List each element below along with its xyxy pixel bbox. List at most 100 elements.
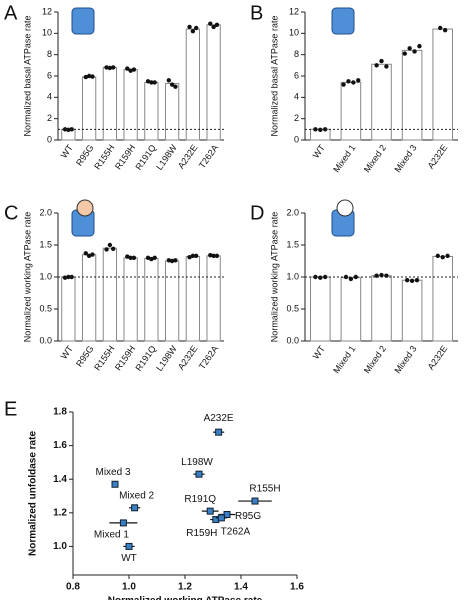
x-tick-label: A232E	[176, 344, 200, 372]
bar	[185, 256, 201, 342]
y-tick-label: 1.6	[53, 440, 67, 451]
bar	[401, 49, 423, 141]
x-tick-label: 1.4	[234, 582, 248, 593]
replicate-dot	[110, 65, 116, 70]
replicate-dot	[90, 252, 95, 257]
bar	[164, 260, 180, 342]
y-tick-label: 1.8	[53, 407, 67, 418]
y-tick-label: 1.4	[53, 474, 67, 485]
y-tick-label: 1.0	[53, 541, 67, 552]
x-tick-label: Mixed 1	[331, 143, 357, 175]
point-label: L198W	[181, 457, 213, 468]
bar	[61, 276, 76, 342]
replicate-dot	[83, 74, 89, 80]
bar	[164, 82, 180, 141]
point	[251, 497, 259, 505]
replicate-dot	[125, 254, 130, 259]
bar	[401, 279, 423, 342]
replicate-dot	[445, 253, 450, 259]
bar	[144, 81, 159, 141]
replicate-dot	[313, 274, 318, 280]
replicate-dot	[187, 254, 192, 260]
x-tick-label: A232E	[426, 143, 450, 171]
replicate-dot	[190, 253, 196, 259]
replicate-dot	[351, 80, 356, 85]
replicate-dot	[190, 29, 196, 34]
point-label: A232E	[204, 413, 234, 424]
y-axis-label: Normalized unfoldase rate	[28, 431, 39, 556]
y-tick-label: 8	[294, 49, 299, 59]
y-tick-label: 6	[294, 70, 299, 80]
x-tick-label: 1.2	[178, 582, 192, 593]
replicate-dot	[90, 74, 95, 79]
replicate-dot	[438, 25, 443, 31]
replicate-dot	[110, 246, 116, 252]
replicate-dot	[131, 255, 137, 260]
point-label: T262A	[221, 527, 251, 538]
x-tick-label: 0.8	[66, 582, 80, 593]
replicate-dot	[414, 278, 420, 283]
replicate-dot	[346, 79, 351, 84]
x-tick-label: T262A	[197, 143, 220, 170]
x-tick-label: Mixed 3	[392, 143, 418, 175]
bar	[81, 76, 97, 141]
y-tick-label: 1.0	[39, 271, 52, 281]
x-tick-label: R155H	[92, 344, 116, 373]
y-tick-label: 0.0	[286, 335, 299, 345]
point-label: R159H	[186, 528, 217, 539]
replicate-dot	[166, 78, 172, 83]
y-tick-label: 6	[47, 70, 52, 80]
y-tick-label: 1.5	[39, 239, 52, 249]
replicate-dot	[318, 127, 323, 133]
replicate-dot	[193, 25, 199, 31]
panel-letter: C	[4, 202, 18, 224]
x-axis-label: Normalized working ATPase rate	[108, 596, 263, 600]
replicate-dot	[128, 68, 133, 73]
replicate-dot	[384, 64, 389, 69]
y-tick-label: 0.0	[39, 335, 52, 345]
replicate-dot	[169, 258, 175, 264]
y-tick-label: 4	[294, 92, 299, 102]
bar	[432, 28, 453, 141]
x-tick-label: WT	[59, 142, 76, 160]
replicate-dot	[374, 63, 379, 68]
replicate-dot	[62, 127, 68, 132]
x-tick-label: 1.6	[290, 582, 304, 593]
y-tick-label: 12	[289, 6, 299, 16]
x-tick-label: L198W	[154, 343, 179, 373]
replicate-dot	[341, 82, 346, 87]
bar	[123, 257, 138, 342]
point	[125, 542, 133, 550]
replicate-dot	[149, 80, 154, 85]
y-tick-label: 2	[47, 113, 52, 123]
replicate-dot	[145, 255, 151, 260]
replicate-dot	[211, 253, 216, 259]
y-tick-label: 10	[42, 28, 52, 38]
replicate-dot	[107, 65, 113, 71]
replicate-dot	[173, 258, 178, 263]
bar	[340, 81, 362, 141]
y-tick-label: 2.0	[286, 207, 299, 217]
x-tick-label: A232E	[176, 143, 200, 171]
replicate-dot	[169, 82, 175, 87]
replicate-dot	[405, 278, 410, 283]
y-tick-label: 0.5	[39, 303, 52, 313]
y-tick-label: 0	[294, 134, 299, 144]
y-tick-label: 10	[289, 28, 299, 38]
replicate-dot	[208, 253, 213, 258]
panel-letter: E	[4, 398, 17, 420]
bar	[144, 257, 159, 342]
point-label: Mixed 2	[119, 490, 154, 501]
replicate-dot	[313, 127, 318, 132]
replicate-dot	[149, 256, 154, 262]
replicate-dot	[402, 51, 407, 56]
replicate-dot	[107, 242, 113, 248]
point-label: Mixed 1	[94, 530, 129, 541]
replicate-dot	[166, 258, 172, 263]
replicate-dot	[86, 73, 92, 79]
x-tick-label: T262A	[197, 344, 220, 371]
bar	[371, 63, 392, 141]
replicate-dot	[131, 67, 137, 72]
replicate-dot	[348, 276, 354, 282]
